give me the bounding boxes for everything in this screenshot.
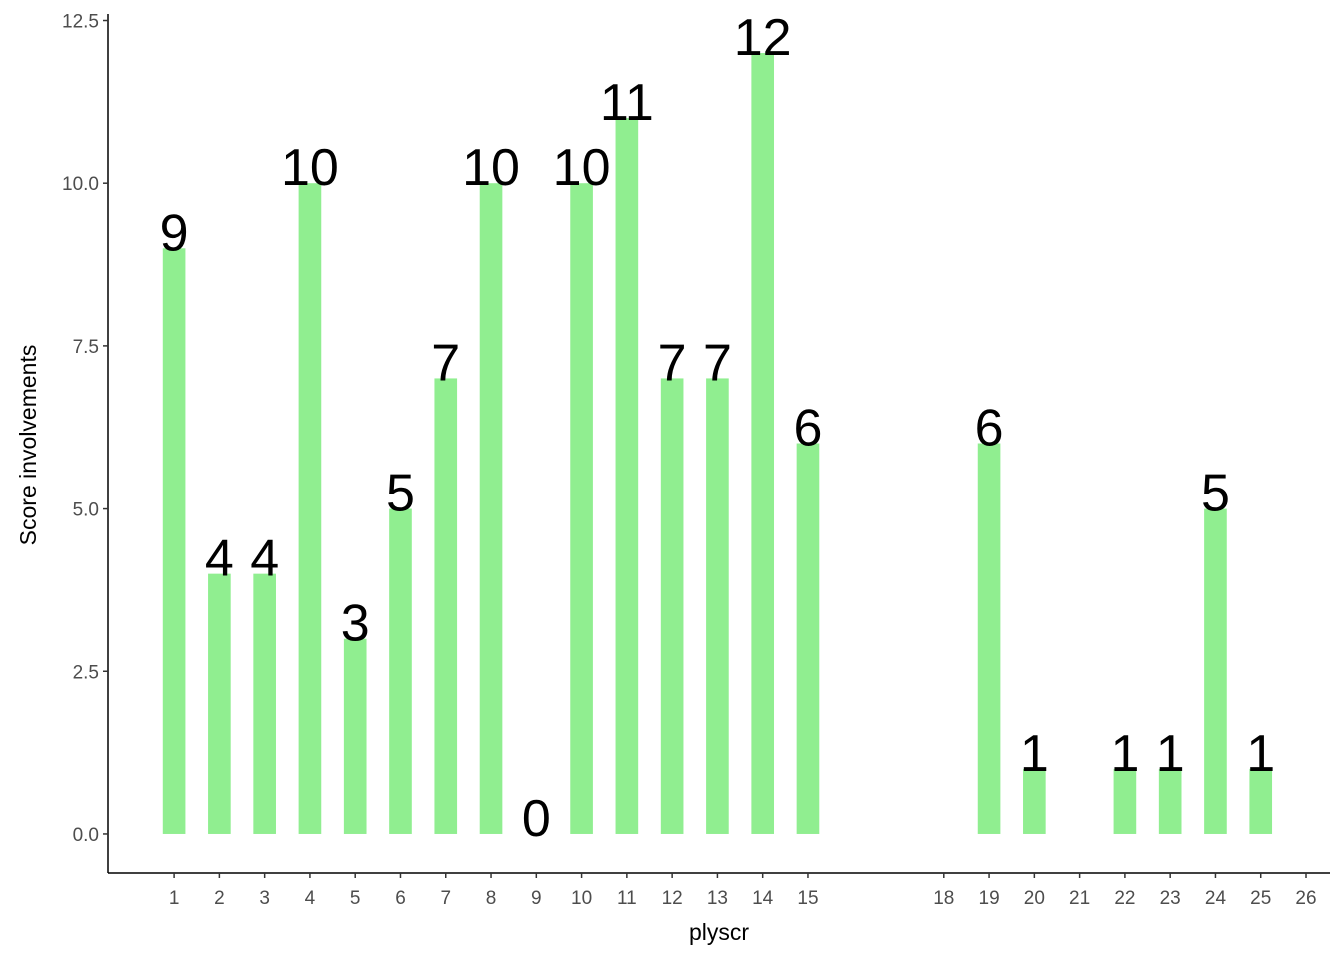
value-label: 3 — [341, 595, 370, 653]
x-tick-label: 22 — [1114, 888, 1135, 909]
x-tick-label: 8 — [486, 888, 497, 909]
bar — [389, 508, 412, 834]
bar — [343, 638, 367, 834]
bar — [751, 53, 775, 834]
x-tick-label: 13 — [707, 888, 728, 909]
value-label: 9 — [160, 204, 189, 262]
value-label: 7 — [703, 334, 732, 392]
bar — [479, 183, 503, 834]
value-label: 6 — [975, 400, 1004, 458]
bar — [1023, 768, 1046, 834]
x-tick-label: 23 — [1160, 888, 1181, 909]
x-tick-label: 15 — [797, 888, 818, 909]
value-label: 1 — [1246, 725, 1275, 783]
bar — [1249, 768, 1273, 834]
value-label: 6 — [794, 400, 823, 458]
y-tick-label: 2.5 — [73, 662, 99, 683]
value-label: 10 — [281, 139, 339, 197]
bar — [208, 573, 231, 834]
x-tick-label: 2 — [214, 888, 225, 909]
bar — [977, 443, 1001, 834]
x-tick-label: 1 — [169, 888, 180, 909]
x-tick-label: 25 — [1250, 888, 1271, 909]
x-tick-label: 14 — [752, 888, 774, 909]
x-tick-label: 6 — [395, 888, 406, 909]
y-axis-title: Score involvements — [15, 345, 41, 546]
value-label: 10 — [553, 139, 611, 197]
value-label: 11 — [600, 74, 654, 132]
x-tick-label: 5 — [350, 888, 361, 909]
y-tick-label: 5.0 — [73, 500, 99, 521]
x-tick-label: 26 — [1295, 888, 1316, 909]
bar — [298, 183, 322, 834]
bar — [570, 183, 593, 834]
bar — [1158, 768, 1182, 834]
value-label: 4 — [205, 530, 234, 588]
bar — [1204, 508, 1227, 834]
value-label: 12 — [734, 9, 792, 67]
value-label: 1 — [1110, 725, 1139, 783]
x-tick-label: 4 — [305, 888, 316, 909]
bar — [615, 118, 639, 834]
x-tick-label: 24 — [1205, 888, 1227, 909]
x-tick-label: 12 — [662, 888, 683, 909]
value-label: 7 — [431, 334, 460, 392]
x-tick-label: 10 — [571, 888, 592, 909]
value-label: 0 — [522, 790, 551, 848]
bar — [1113, 768, 1137, 834]
bar — [434, 378, 458, 834]
value-label: 5 — [386, 465, 415, 523]
x-tick-label: 9 — [531, 888, 542, 909]
x-tick-label: 7 — [440, 888, 451, 909]
value-label: 1 — [1020, 725, 1049, 783]
x-tick-label: 18 — [933, 888, 954, 909]
x-tick-label: 19 — [979, 888, 1000, 909]
bar — [660, 378, 684, 834]
x-axis-title: plyscr — [689, 919, 749, 945]
bar — [253, 573, 276, 834]
y-tick-label: 12.5 — [62, 12, 99, 33]
y-tick-label: 10.0 — [62, 174, 99, 195]
value-label: 7 — [658, 334, 687, 392]
value-label: 5 — [1201, 465, 1230, 523]
y-tick-label: 7.5 — [73, 337, 99, 358]
bar — [706, 378, 729, 834]
x-tick-label: 21 — [1069, 888, 1090, 909]
value-label: 1 — [1156, 725, 1185, 783]
x-tick-label: 3 — [259, 888, 270, 909]
bar — [162, 248, 186, 834]
x-tick-label: 20 — [1024, 888, 1045, 909]
y-tick-label: 0.0 — [73, 825, 99, 846]
value-label: 10 — [462, 139, 520, 197]
bar — [796, 443, 820, 834]
x-tick-label: 11 — [617, 888, 637, 909]
value-label: 4 — [250, 530, 279, 588]
